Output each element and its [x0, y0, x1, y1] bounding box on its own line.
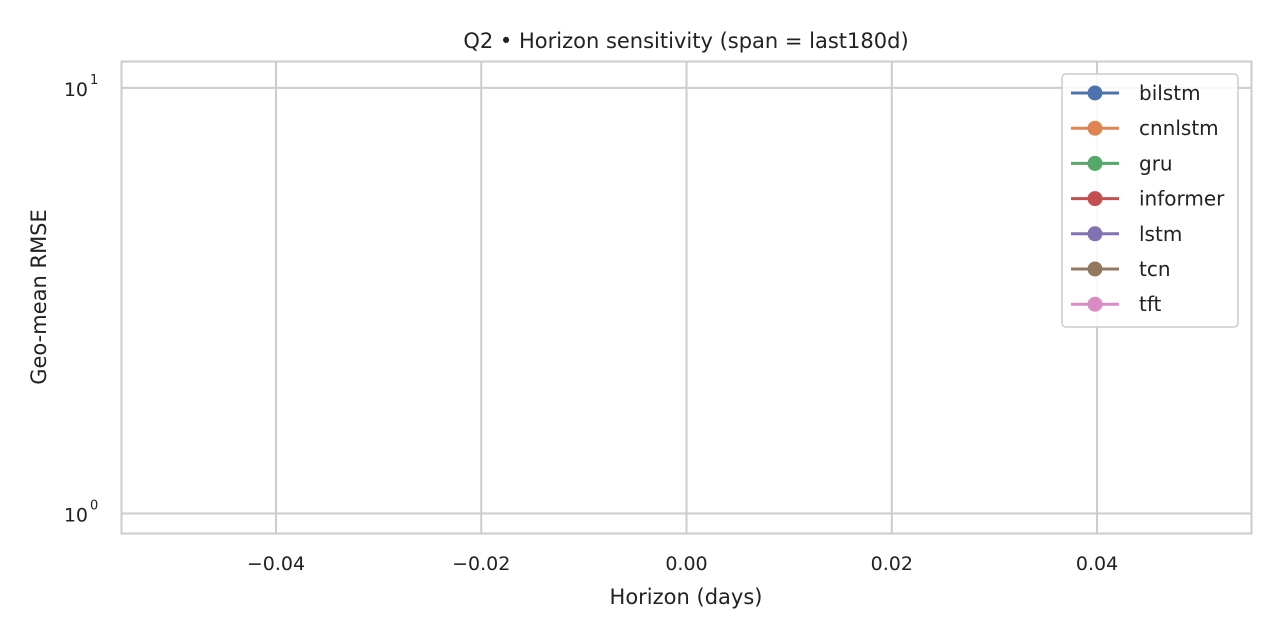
x-axis-ticks: −0.04 −0.02 0.00 0.02 0.04 [247, 553, 1118, 575]
y-tick-label: 10 [64, 79, 88, 101]
plot-area-frame [120, 60, 1253, 535]
legend-label: tcn [1139, 257, 1171, 281]
x-tick-label: 0.02 [871, 553, 913, 575]
legend-box [1061, 73, 1239, 328]
legend-marker [1087, 226, 1103, 242]
x-tick-label: 0.04 [1076, 553, 1118, 575]
legend-label: gru [1139, 151, 1173, 175]
y-tick-exponent: 0 [90, 499, 98, 514]
legend-marker [1087, 261, 1103, 277]
legend-label: bilstm [1139, 81, 1201, 105]
x-tick-label: 0.00 [665, 553, 707, 575]
legend-marker [1087, 296, 1103, 312]
legend: bilstm cnnlstm gru informer lstm tcn tft [1061, 73, 1239, 328]
legend-label: lstm [1139, 222, 1182, 246]
chart-title: Q2 • Horizon sensitivity (span = last180… [463, 29, 908, 53]
y-tick-exponent: 1 [90, 73, 98, 88]
legend-marker [1087, 85, 1103, 101]
legend-marker [1087, 155, 1103, 171]
legend-label: informer [1139, 187, 1225, 211]
y-axis-label: Geo-mean RMSE [27, 209, 51, 385]
legend-label: tft [1139, 292, 1162, 316]
legend-marker [1087, 191, 1103, 207]
x-axis-label: Horizon (days) [610, 585, 763, 609]
x-tick-label: −0.02 [452, 553, 510, 575]
y-tick-label: 10 [64, 505, 88, 527]
legend-label: cnnlstm [1139, 116, 1219, 140]
legend-marker [1087, 120, 1103, 136]
x-tick-label: −0.04 [247, 553, 305, 575]
